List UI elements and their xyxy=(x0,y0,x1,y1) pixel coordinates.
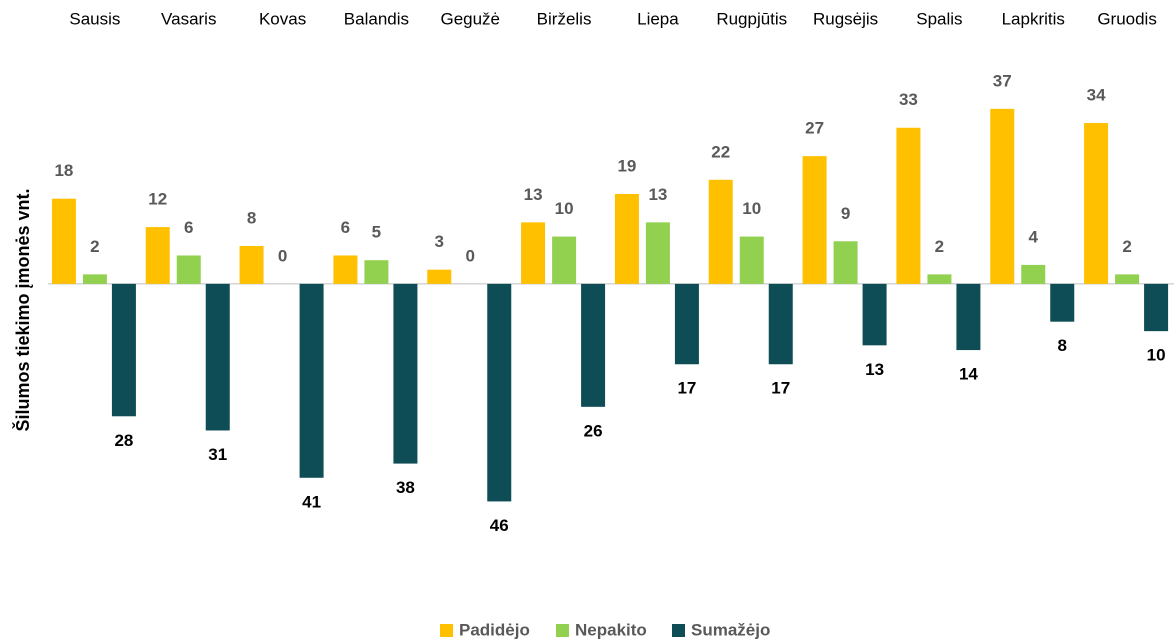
value-label: 18 xyxy=(54,161,73,180)
legend-swatch xyxy=(672,624,685,637)
value-label: 10 xyxy=(555,199,574,218)
bar xyxy=(51,198,76,284)
bar xyxy=(521,222,546,284)
value-label: 6 xyxy=(184,218,193,237)
value-label: 4 xyxy=(1029,227,1039,246)
bar xyxy=(768,283,793,365)
value-label: 8 xyxy=(1058,336,1067,355)
value-label: 17 xyxy=(771,379,790,398)
bar xyxy=(239,246,264,284)
bar xyxy=(896,127,921,284)
value-label: 28 xyxy=(114,431,133,450)
bar xyxy=(393,283,418,464)
x-tick-label: Spalis xyxy=(916,9,962,28)
value-label: 46 xyxy=(490,516,509,535)
value-label: 37 xyxy=(993,71,1012,90)
bar xyxy=(1115,274,1140,284)
value-label: 27 xyxy=(805,119,824,138)
bar xyxy=(82,274,107,284)
bar xyxy=(552,236,577,284)
x-tick-label: Balandis xyxy=(344,9,409,28)
bar xyxy=(927,274,952,284)
bar xyxy=(581,283,606,407)
bar xyxy=(802,156,827,284)
bar xyxy=(990,108,1015,284)
x-tick-label: Vasaris xyxy=(161,9,216,28)
bar xyxy=(862,283,887,346)
bar xyxy=(674,283,699,365)
value-label: 2 xyxy=(935,237,944,256)
legend-swatch xyxy=(556,624,569,637)
value-label: 5 xyxy=(372,223,381,242)
bar xyxy=(1144,283,1169,332)
bar xyxy=(833,241,858,284)
value-label: 17 xyxy=(677,379,696,398)
legend-label: Nepakito xyxy=(575,620,647,639)
value-label: 13 xyxy=(865,360,884,379)
bar xyxy=(708,179,733,284)
x-tick-label: Rugsėjis xyxy=(813,9,878,28)
x-tick-label: Kovas xyxy=(259,9,306,28)
value-label: 13 xyxy=(648,185,667,204)
x-tick-label: Birželis xyxy=(537,9,592,28)
bar xyxy=(205,283,230,431)
value-label: 41 xyxy=(302,492,321,511)
bar xyxy=(299,283,324,478)
x-tick-label: Gegužė xyxy=(440,9,500,28)
x-tick-label: Gruodis xyxy=(1097,9,1157,28)
x-tick-label: Liepa xyxy=(637,9,679,28)
value-label: 13 xyxy=(524,185,543,204)
legend-swatch xyxy=(440,624,453,637)
bar xyxy=(1084,123,1109,284)
value-label: 34 xyxy=(1087,86,1106,105)
bar xyxy=(1021,264,1046,284)
value-label: 10 xyxy=(742,199,761,218)
value-label: 10 xyxy=(1147,346,1166,365)
value-label: 22 xyxy=(711,142,730,161)
value-label: 12 xyxy=(148,190,167,209)
value-label: 38 xyxy=(396,478,415,497)
value-label: 19 xyxy=(617,156,636,175)
bar xyxy=(645,222,670,284)
bar xyxy=(364,260,389,284)
value-label: 33 xyxy=(899,90,918,109)
bar xyxy=(176,255,201,284)
bar xyxy=(956,283,981,351)
value-label: 31 xyxy=(208,445,227,464)
value-label: 0 xyxy=(466,246,475,265)
value-label: 2 xyxy=(90,237,99,256)
x-tick-label: Sausis xyxy=(69,9,120,28)
bar xyxy=(145,227,170,284)
bar xyxy=(1050,283,1075,322)
bar xyxy=(333,255,358,284)
bar xyxy=(487,283,512,502)
legend-label: Sumažėjo xyxy=(691,620,770,639)
value-label: 26 xyxy=(584,421,603,440)
bar xyxy=(614,193,639,284)
value-label: 3 xyxy=(435,232,444,251)
value-label: 8 xyxy=(247,208,256,227)
value-label: 2 xyxy=(1122,237,1131,256)
x-tick-label: Lapkritis xyxy=(1002,9,1065,28)
value-label: 14 xyxy=(959,365,978,384)
bar xyxy=(739,236,764,284)
x-tick-label: Rugpjūtis xyxy=(716,9,787,28)
value-label: 9 xyxy=(841,204,850,223)
value-label: 0 xyxy=(278,246,287,265)
bar xyxy=(111,283,136,417)
y-axis-label: Šilumos tiekimo įmonės vnt. xyxy=(12,188,33,431)
legend-label: Padidėjo xyxy=(459,620,530,639)
bar xyxy=(427,269,452,284)
value-label: 6 xyxy=(341,218,350,237)
